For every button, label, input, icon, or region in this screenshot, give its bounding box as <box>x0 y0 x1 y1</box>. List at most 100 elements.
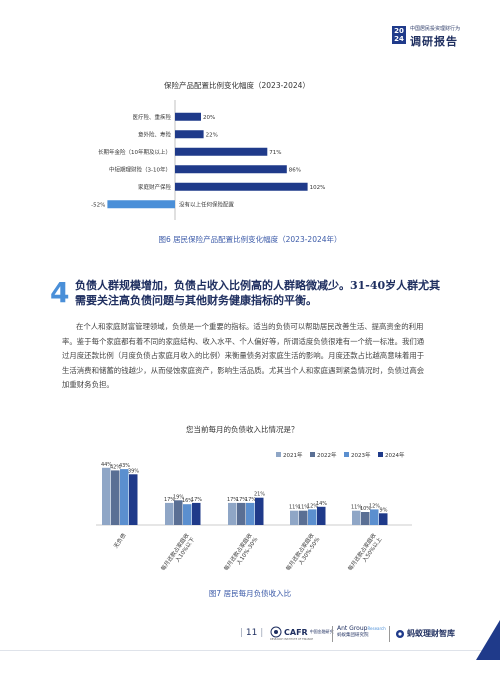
chart2-legend-label: 2021年 <box>283 451 303 459</box>
chart2-value-label: 17% <box>236 497 247 503</box>
chart1-bar <box>175 165 287 174</box>
year-top: 20 <box>394 27 404 35</box>
chart2-bar <box>165 502 174 525</box>
section-title-line1: 负债人群规模增加，负债占收入比例高的人群略微减少。31-40岁人群尤其 <box>75 279 441 292</box>
chart2-bar <box>255 497 264 525</box>
chart2-value-label: 11% <box>298 505 309 511</box>
chart2-bar <box>308 509 317 525</box>
chart2-bar <box>111 470 120 525</box>
footer-sep2 <box>389 626 390 642</box>
report-subtitle: 中国居民投资理财行为 <box>410 26 461 32</box>
chart2-legend-swatch <box>310 452 315 457</box>
chart2-value-label: 19% <box>173 494 184 500</box>
paragraph-line: 在个人和家庭财富管理领域，负债是一个重要的指标。适当的负债可以帮助居民改善生活、… <box>76 322 424 331</box>
chart2-value-label: 17% <box>227 497 238 503</box>
chart2-bar <box>192 502 201 525</box>
chart1-category-label: 中短期理财险（3-10年） <box>109 165 171 173</box>
chart2-svg: 44%42%43%39%无负债17%19%16%17%每月还款占家庭收入10%以… <box>96 451 412 576</box>
chart2-title: 您当前每月的负债收入比情况是？ <box>186 425 299 434</box>
antgroup-logo-sub: 蚂蚁集团研究院 <box>337 633 369 638</box>
chart2-bar <box>129 474 138 525</box>
chart2-value-label: 12% <box>369 503 380 509</box>
chart1-category-label: 医疗险、重疾险 <box>132 113 171 121</box>
cafr-emblem-icon <box>270 626 282 638</box>
chart2-value-label: 17% <box>245 497 256 503</box>
chart2-value-label: 43% <box>119 463 130 469</box>
chart2-value-label: 10% <box>360 506 371 512</box>
chart2-bar <box>290 510 299 525</box>
chart2-category-label: 无负债 <box>112 531 128 550</box>
chart2-bar <box>174 500 183 525</box>
footer-accent <box>476 620 500 660</box>
antgroup-logo-main: Ant Group <box>337 625 368 632</box>
chart2-legend-swatch <box>344 452 349 457</box>
antgroup-logo-super: Research <box>367 626 386 631</box>
chart2-bar <box>228 502 237 525</box>
footer: | 11 | CAFR 中国金融研究 RESEARCH INSTITUTE OF… <box>0 620 500 660</box>
year-badge: 20 24 <box>392 26 406 44</box>
chart2-value-label: 17% <box>164 497 175 503</box>
chart2-legend-label: 2023年 <box>351 451 371 459</box>
chart1-value-label: 22% <box>206 132 218 138</box>
footer-sep1 <box>332 626 333 642</box>
chart1-bar <box>175 130 204 139</box>
chart2-legend-label: 2022年 <box>317 451 337 459</box>
chart1-bar <box>175 182 308 191</box>
chart2-bar <box>102 467 111 525</box>
chart1-category-label: 长期年金险（10年期及以上） <box>98 148 171 156</box>
chart1-svg: 医疗险、重疾险 20% 意外险、寿险 22% 长期年金险（10年期及以上） 71% 中短期理… <box>91 100 326 220</box>
chart1-title: 保险产品配置比例变化幅度（2023-2024） <box>164 81 310 90</box>
antfortune-logo-text: 蚂蚁理财智库 <box>407 629 455 638</box>
ant-icon <box>396 629 404 638</box>
chart1-value-label: 20% <box>203 115 215 121</box>
year-bottom: 24 <box>394 35 404 43</box>
antgroup-logo: Ant GroupResearch 蚂蚁集团研究院 <box>337 625 386 638</box>
chart1-category-label: 意外险、寿险 <box>138 130 172 138</box>
chart2-value-label: 16% <box>182 498 193 504</box>
chart1-category-label: 没有以上任何保险配置 <box>179 200 235 208</box>
chart2-value-label: 12% <box>307 503 318 509</box>
section-title-line2: 需要关注高负债问题与其他财务健康指标的平衡。 <box>75 294 317 307</box>
chart2-value-label: 11% <box>289 505 300 511</box>
chart2-bar <box>379 513 388 525</box>
chart1-category-label: 家庭财产保险 <box>138 183 172 191</box>
chart2-value-label: 44% <box>101 462 112 468</box>
chart2-bar <box>237 502 246 525</box>
chart1-caption: 图6 居民保险产品配置比例变化幅度（2023-2024年） <box>158 235 342 244</box>
chart2-category-label: 每月还款占家庭收入10%-30% <box>222 531 260 576</box>
chart1-value-label: 102% <box>310 185 326 191</box>
chart1-value-label: 71% <box>269 150 281 156</box>
chart1-value-label: 86% <box>289 167 301 173</box>
chart2-bar <box>120 469 129 525</box>
chart2-legend-label: 2024年 <box>385 451 405 459</box>
paragraph-line: 率。鉴于每个家庭都有着不同的家庭结构、收入水平、个人偏好等，所谓适度负债很难有一… <box>62 336 425 346</box>
chart1-bar <box>107 200 175 209</box>
chart1-value-label: -52% <box>91 202 105 208</box>
chart2-bar <box>183 504 192 525</box>
chart2-legend-swatch <box>378 452 383 457</box>
body-paragraph: 在个人和家庭财富管理领域，负债是一个重要的指标。适当的负债可以帮助居民改善生活、… <box>62 320 462 393</box>
paragraph-line: 生活消费和储蓄的钱越少，从而侵蚀家庭资产，影响生活品质。尤其当个人和家庭遇到紧急… <box>62 365 425 375</box>
cafr-logo-main: CAFR <box>284 627 308 637</box>
section-title: 负债人群规模增加，负债占收入比例高的人群略微减少。31-40岁人群尤其 需要关注… <box>75 278 470 308</box>
report-title: 调研报告 <box>410 35 458 48</box>
chart2-legend-swatch <box>276 452 281 457</box>
chart2-bar <box>317 506 326 525</box>
chart2-category-label: 每月还款占家庭收入30%-50% <box>284 531 322 576</box>
section-number: 4 <box>50 276 70 309</box>
chart2-bar <box>246 502 255 525</box>
paragraph-line: 过月度还款比例（月度负债占家庭月收入的比例）来衡量债务对家庭生活的影响。月度还款… <box>62 351 425 360</box>
chart2-bar <box>352 510 361 525</box>
chart2-caption: 图7 居民每月负债收入比 <box>208 589 292 598</box>
chart1-bar <box>175 147 268 156</box>
cafr-logo: CAFR 中国金融研究 RESEARCH INSTITUTE OF FINANC… <box>270 626 334 641</box>
page-number: | 11 | <box>240 628 264 638</box>
footer-rule <box>0 650 500 651</box>
chart2-value-label: 39% <box>128 468 139 474</box>
page-number-value: 11 <box>245 628 258 638</box>
chart2-value-label: 42% <box>110 464 121 470</box>
paragraph-line: 加重财务负担。 <box>62 380 114 389</box>
chart2-bar <box>370 509 379 525</box>
chart2-value-label: 17% <box>191 497 202 503</box>
report-header: 20 24 中国居民投资理财行为 调研报告 <box>392 24 488 48</box>
